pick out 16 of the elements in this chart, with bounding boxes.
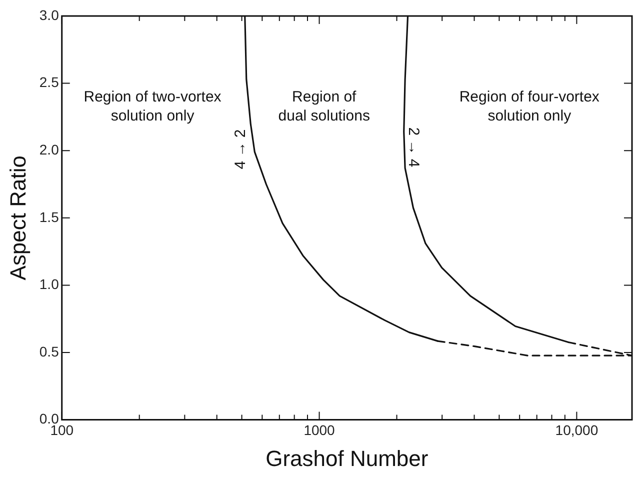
x-tick-label: 1000	[304, 422, 336, 438]
x-tick-label: 10,000	[555, 422, 598, 438]
annotation: Region of four-vortex solution only	[459, 88, 600, 124]
y-tick-label: 0.5	[39, 343, 60, 360]
annotation: 2 → 4	[404, 127, 422, 168]
y-tick-label: 2.0	[39, 141, 60, 158]
y-tick-label: 1.0	[39, 276, 60, 292]
y-axis-title: Aspect Ratio	[5, 156, 30, 280]
annotation: Region of dual solutions	[278, 88, 370, 124]
x-axis-title: Grashof Number	[266, 446, 428, 471]
y-tick-label: 3.0	[39, 6, 60, 23]
y-tick-label: 2.5	[39, 74, 60, 90]
y-tick-label: 1.5	[39, 208, 60, 225]
annotation: Region of two-vortex solution only	[84, 88, 222, 124]
annotation: 4 → 2	[232, 129, 250, 170]
x-tick-label: 100	[50, 422, 74, 438]
